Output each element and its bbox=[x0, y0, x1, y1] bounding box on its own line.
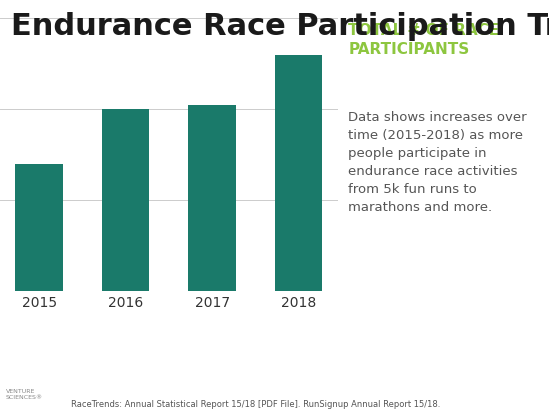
Text: Most active age range in
endurance races.: Most active age range in endurance races… bbox=[385, 385, 531, 412]
Text: Total female race
runners in 2018: Total female race runners in 2018 bbox=[223, 385, 326, 412]
Bar bbox=[15, 164, 63, 291]
Text: 21%: 21% bbox=[37, 327, 144, 370]
Text: Endurance Race Participation Trends: Endurance Race Participation Trends bbox=[11, 12, 549, 41]
Text: RaceTrends: Annual Statistical Report 15/18 [PDF File]. RunSignup Annual Report : RaceTrends: Annual Statistical Report 15… bbox=[71, 400, 441, 409]
Text: VENTURE
SCIENCES®: VENTURE SCIENCES® bbox=[5, 389, 43, 400]
Text: 30-39: 30-39 bbox=[388, 327, 529, 370]
Text: Data shows increases over
time (2015-2018) as more
people participate in
enduran: Data shows increases over time (2015-201… bbox=[349, 110, 527, 213]
Text: 42%: 42% bbox=[221, 327, 328, 370]
Text: Increase in runner
registrations 2017 - 2018: Increase in runner registrations 2017 - … bbox=[15, 385, 166, 412]
Text: TOTAL # OF RACE
PARTICIPANTS: TOTAL # OF RACE PARTICIPANTS bbox=[349, 23, 500, 57]
Bar bbox=[102, 109, 149, 291]
Bar bbox=[275, 54, 322, 291]
Bar bbox=[188, 105, 236, 291]
